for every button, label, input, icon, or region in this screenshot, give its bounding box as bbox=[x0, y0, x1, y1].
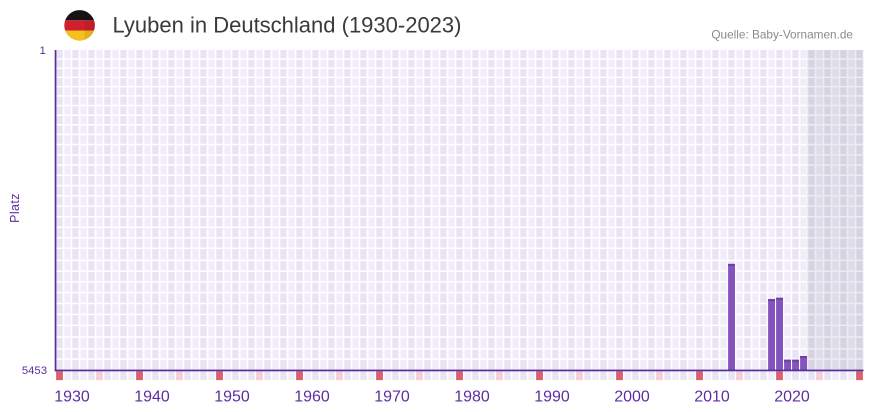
svg-text:1930: 1930 bbox=[54, 389, 90, 406]
svg-text:2000: 2000 bbox=[614, 389, 650, 406]
svg-text:1990: 1990 bbox=[534, 389, 570, 406]
svg-text:2010: 2010 bbox=[694, 389, 730, 406]
svg-text:1980: 1980 bbox=[454, 389, 490, 406]
svg-text:1: 1 bbox=[40, 45, 46, 57]
svg-text:1940: 1940 bbox=[134, 389, 170, 406]
svg-text:Lyuben in Deutschland (1930-20: Lyuben in Deutschland (1930-2023) bbox=[113, 13, 462, 38]
svg-text:1960: 1960 bbox=[294, 389, 330, 406]
svg-text:2020: 2020 bbox=[774, 389, 810, 406]
svg-text:Platz: Platz bbox=[8, 193, 22, 223]
svg-text:5453: 5453 bbox=[22, 365, 47, 377]
svg-text:Quelle: Baby-Vornamen.de: Quelle: Baby-Vornamen.de bbox=[711, 28, 853, 42]
svg-text:1970: 1970 bbox=[374, 389, 410, 406]
svg-text:1950: 1950 bbox=[214, 389, 250, 406]
